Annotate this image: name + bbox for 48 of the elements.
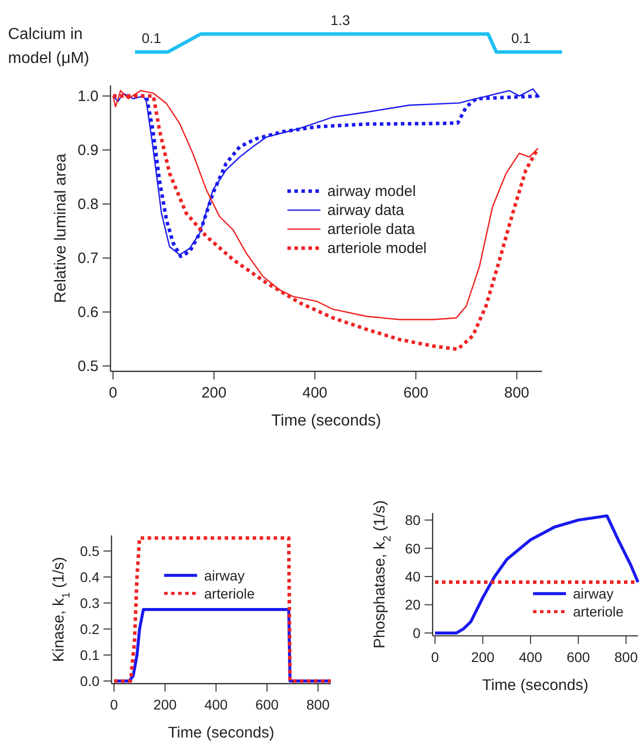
y-tick-label: 0.9 xyxy=(78,142,98,159)
data-label: 0.1 xyxy=(142,30,162,46)
y-tick-label: 80 xyxy=(405,512,421,528)
legend-label: airway model xyxy=(327,183,416,200)
legend-label: arteriole data xyxy=(327,221,416,238)
y-tick-label: 0.1 xyxy=(80,647,100,663)
y-tick-label: 0.8 xyxy=(78,196,98,213)
x-tick-label: 600 xyxy=(403,384,428,402)
x-tick-label: 200 xyxy=(471,648,495,665)
x-axis-title: Time (seconds) xyxy=(168,724,274,742)
legend-label: arteriole model xyxy=(327,240,427,258)
x-tick-label: 800 xyxy=(306,696,330,713)
y-tick-label: 0 xyxy=(412,624,421,641)
y-tick-label: 0.6 xyxy=(78,304,98,321)
x-tick-label: 200 xyxy=(201,384,226,402)
x-axis-title: Time (seconds) xyxy=(482,676,588,694)
y-tick-label: 1.0 xyxy=(78,88,98,105)
x-tick-label: 800 xyxy=(614,648,638,665)
legend-label: arteriole xyxy=(573,604,624,620)
y-tick-label: 0.3 xyxy=(80,595,100,611)
x-tick-label: 0 xyxy=(108,384,118,402)
y-tick-label: 0.4 xyxy=(80,569,100,585)
x-tick-label: 600 xyxy=(566,648,590,665)
legend-label: airway xyxy=(204,567,245,584)
x-tick-label: 600 xyxy=(255,696,279,713)
x-tick-label: 400 xyxy=(518,648,542,665)
y-tick-label: 40 xyxy=(405,568,421,585)
y-tick-label: 0.5 xyxy=(80,543,100,559)
x-tick-label: 0 xyxy=(431,648,440,665)
legend-label: airway data xyxy=(327,202,405,220)
y-tick-label: 0.0 xyxy=(80,673,100,689)
y-axis-title: Calcium in model (μM) xyxy=(8,26,90,67)
x-tick-label: 800 xyxy=(504,384,530,402)
data-label: 0.1 xyxy=(511,30,531,46)
x-tick-label: 400 xyxy=(302,384,328,402)
legend-label: arteriole xyxy=(204,585,255,602)
x-tick-label: 400 xyxy=(204,696,228,713)
y-tick-label: 60 xyxy=(405,540,421,556)
y-axis-title: Relative luminal area xyxy=(52,153,70,304)
y-tick-label: 20 xyxy=(405,596,421,613)
x-tick-label: 0 xyxy=(110,696,118,713)
data-label: 1.3 xyxy=(330,12,350,28)
legend-label: airway xyxy=(573,586,614,602)
y-tick-label: 0.5 xyxy=(78,358,98,375)
x-tick-label: 200 xyxy=(153,696,177,713)
x-axis-title: Time (seconds) xyxy=(271,412,382,430)
y-tick-label: 0.7 xyxy=(78,250,98,267)
y-tick-label: 0.2 xyxy=(80,621,100,637)
